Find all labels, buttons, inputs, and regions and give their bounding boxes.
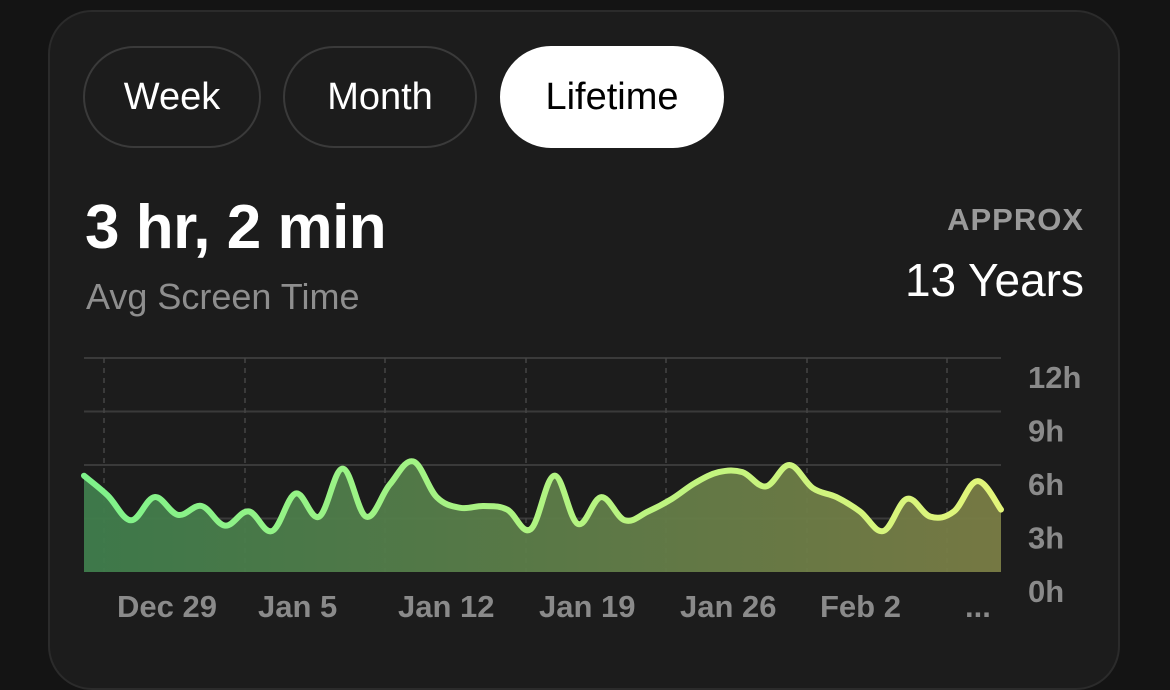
y-tick-label-4: 0h [1028,574,1064,609]
x-tick-label-2: Jan 12 [398,589,495,624]
y-tick-label-1: 9h [1028,414,1064,449]
screen-time-chart: 12h 9h 6h 3h 0h Dec 29 Jan 5 Jan 12 Jan 19 Jan 26… [0,0,1170,655]
x-tick-label-1: Jan 5 [258,589,337,624]
x-tick-label-6: ... [965,589,991,624]
x-tick-label-4: Jan 26 [680,589,777,624]
x-tick-label-3: Jan 19 [539,589,636,624]
y-tick-label-3: 3h [1028,521,1064,556]
x-tick-label-0: Dec 29 [117,589,217,624]
y-tick-label-2: 6h [1028,467,1064,502]
x-tick-label-5: Feb 2 [820,589,901,624]
y-tick-label-0: 12h [1028,360,1081,395]
